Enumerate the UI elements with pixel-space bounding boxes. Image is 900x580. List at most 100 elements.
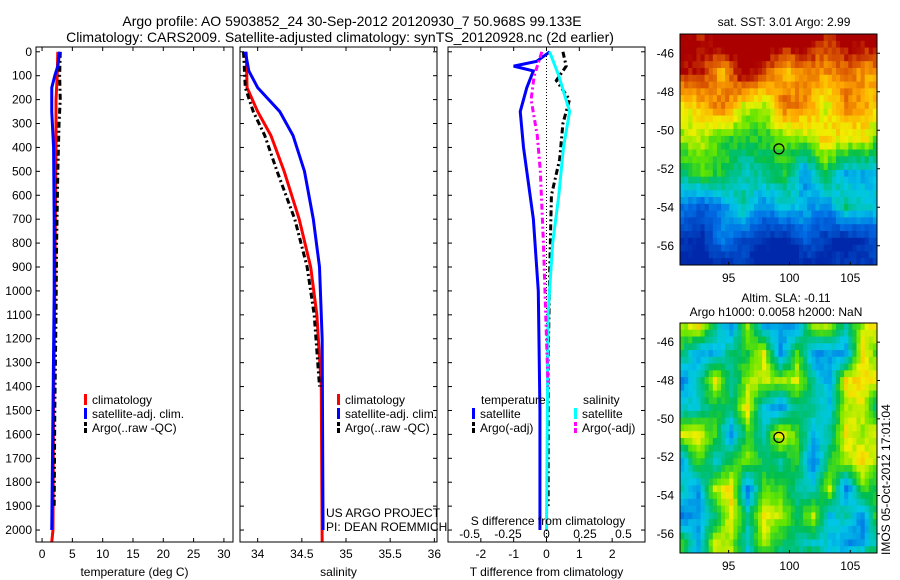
map-cell (831, 108, 837, 117)
map-cell (840, 81, 845, 89)
s-tick-label: -0.25 (494, 527, 522, 541)
map-cell (700, 471, 706, 480)
map-cell (733, 101, 738, 110)
map-cell (692, 183, 697, 191)
map-cell (868, 525, 874, 534)
map-cell (745, 424, 751, 432)
map-cell (704, 67, 710, 76)
map-cell (766, 471, 771, 480)
map-cell (733, 169, 738, 178)
map-cell (688, 539, 693, 547)
map-cell (786, 492, 792, 500)
map-cell (844, 525, 849, 534)
map-cell (860, 61, 866, 69)
map-cell (844, 47, 849, 55)
map-cell (712, 404, 718, 412)
map-cell (778, 444, 784, 453)
map-cell (700, 492, 706, 500)
map-cell (778, 471, 784, 480)
map-cell (790, 519, 796, 527)
map-cell (770, 101, 775, 110)
map-cell (692, 546, 697, 554)
map-cell (794, 431, 800, 439)
map-cell (794, 129, 800, 137)
map-cell (700, 237, 706, 246)
map-cell (737, 163, 743, 171)
map-cell (868, 451, 874, 459)
map-cell (807, 485, 812, 493)
map-cell (790, 237, 796, 246)
map-cell (799, 129, 804, 137)
map-cell (762, 350, 767, 358)
map-cell (774, 54, 779, 62)
map-cell (872, 156, 878, 164)
map-cell (729, 356, 734, 365)
map-cell (729, 115, 734, 123)
map-cell (807, 149, 812, 157)
map-cell (852, 492, 857, 500)
map-cell (774, 88, 779, 96)
map-cell (835, 54, 841, 62)
map-cell (753, 505, 759, 513)
map-cell (815, 505, 821, 513)
map-cell (840, 471, 845, 480)
map-cell (778, 169, 784, 178)
map-cell (831, 217, 837, 225)
map-cell (762, 251, 767, 259)
map-cell (749, 363, 755, 371)
map-cell (860, 424, 866, 432)
map-cell (872, 471, 878, 480)
map-cell (733, 176, 738, 184)
map-cell (696, 356, 702, 365)
map-cell (774, 244, 779, 252)
map-cell (819, 383, 825, 392)
map-cell (799, 444, 804, 453)
map-cell (835, 197, 841, 205)
map-cell (786, 390, 792, 398)
map-cell (848, 210, 853, 218)
map-cell (749, 231, 755, 239)
map-cell (721, 135, 726, 144)
map-cell (823, 397, 829, 405)
map-cell (848, 329, 853, 338)
map-cell (704, 397, 710, 405)
map-cell (700, 329, 706, 338)
map-cell (766, 210, 771, 218)
map-cell (733, 498, 738, 507)
map-cell (696, 383, 702, 392)
map-cell (794, 336, 800, 344)
map-cell (700, 156, 706, 164)
map-cell (704, 532, 710, 540)
map-cell (680, 458, 685, 466)
map-cell (778, 525, 784, 534)
map-cell (753, 383, 759, 392)
map-cell (848, 343, 853, 351)
map-cell (749, 512, 755, 520)
map-cell (852, 258, 857, 266)
map-cell (729, 81, 734, 89)
map-cell (786, 336, 792, 344)
map-cell (807, 40, 812, 49)
series-line-2 (243, 51, 325, 531)
map-cell (766, 190, 771, 198)
map-cell (803, 67, 808, 76)
map-cell (745, 210, 751, 218)
map-cell (864, 61, 870, 69)
map-cell (762, 40, 767, 49)
map-cell (782, 149, 788, 157)
map-cell (803, 61, 808, 69)
map-cell (712, 478, 718, 486)
map-cell (807, 363, 812, 371)
map-cell (786, 169, 792, 178)
map-cell (741, 40, 747, 49)
map-cell (790, 397, 796, 405)
map-cell (856, 258, 862, 266)
map-cell (770, 356, 775, 365)
map-cell (823, 190, 829, 198)
map-cell (753, 108, 759, 117)
map-cell (786, 217, 792, 225)
map-cell (840, 169, 845, 178)
map-cell (790, 176, 796, 184)
map-cell (827, 438, 833, 446)
map-cell (729, 546, 734, 554)
